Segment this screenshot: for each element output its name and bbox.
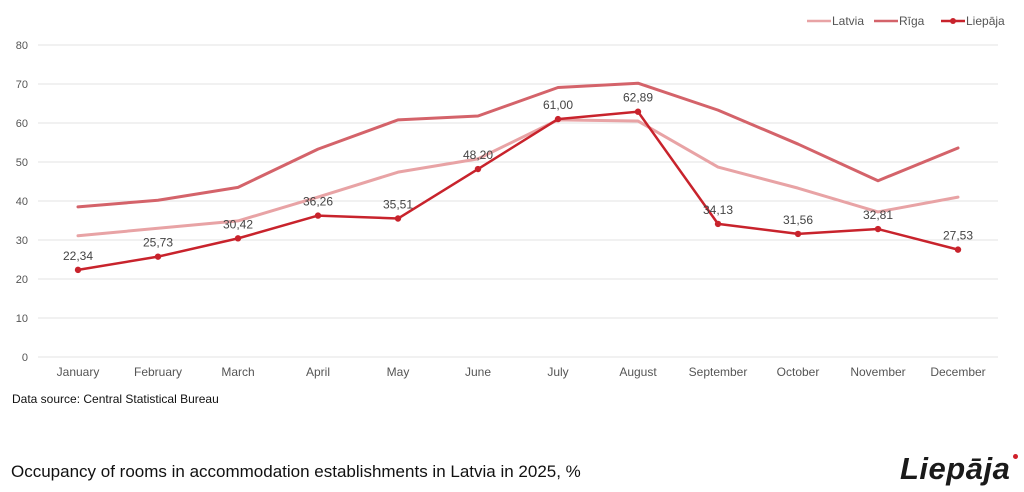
data-point (154, 253, 162, 260)
data-point (634, 108, 642, 115)
y-tick-label: 20 (16, 274, 28, 286)
y-tick-label: 0 (22, 352, 28, 364)
y-tick-label: 80 (16, 40, 28, 52)
data-point (474, 165, 482, 173)
data-point (874, 225, 882, 233)
y-tick-label: 30 (16, 235, 28, 247)
data-label: 31,56 (783, 213, 813, 227)
data-point (394, 215, 402, 222)
data-label: 61,00 (543, 98, 573, 112)
x-tick-label: September (689, 365, 748, 379)
series-line-liepāja (76, 110, 960, 272)
y-tick-label: 50 (16, 157, 28, 169)
logo-dot-icon (1013, 454, 1018, 459)
y-tick-label: 60 (16, 118, 28, 130)
x-tick-label: January (57, 365, 100, 379)
data-point (234, 235, 242, 242)
y-tick-label: 40 (16, 196, 28, 208)
data-point (714, 220, 722, 228)
x-tick-label: March (221, 365, 254, 379)
data-point (954, 246, 962, 253)
x-tick-label: December (930, 365, 985, 379)
legend-label: Latvia (832, 14, 864, 28)
x-tick-label: May (387, 365, 410, 379)
data-label: 25,73 (143, 236, 173, 250)
series-lines (74, 81, 962, 274)
data-labels: 22,34 25,73 30,42 36,26 35,51 48,20 61,00 62,89… (63, 91, 973, 263)
x-tick-label: April (306, 365, 330, 379)
data-point (74, 266, 82, 274)
data-label: 32,81 (863, 208, 893, 222)
x-tick-label: July (547, 365, 568, 379)
x-tick-label: February (134, 365, 182, 379)
y-tick-label: 70 (16, 79, 28, 91)
line-chart: 0 10 20 30 40 50 60 70 80 January February March Ap… (16, 14, 1005, 379)
x-tick-label: June (465, 365, 491, 379)
data-label: 22,34 (63, 249, 93, 263)
x-tick-label: November (850, 365, 905, 379)
legend-marker (950, 18, 956, 24)
chart-title: Occupancy of rooms in accommodation esta… (11, 462, 581, 481)
legend-label: Rīga (899, 14, 925, 28)
x-tick-label: October (777, 365, 820, 379)
legend-item-rīga: Rīga (874, 14, 925, 28)
data-point (314, 212, 322, 219)
data-label: 48,20 (463, 148, 493, 162)
data-label: 34,13 (703, 203, 733, 217)
series-line-latvia (76, 118, 960, 238)
legend-item-latvia: Latvia (807, 14, 864, 28)
gridlines (38, 44, 998, 358)
legend-label: Liepāja (966, 14, 1005, 28)
y-axis-ticks: 0 10 20 30 40 50 60 70 80 (16, 40, 28, 364)
x-axis-ticks: January February March April May June July Augu… (57, 365, 986, 379)
data-label: 36,26 (303, 195, 333, 209)
series-line-rīga (76, 81, 960, 209)
legend-item-liepāja: Liepāja (941, 14, 1005, 28)
data-point (794, 230, 802, 238)
data-label: 62,89 (623, 91, 653, 105)
x-tick-label: August (619, 365, 657, 379)
data-label: 35,51 (383, 198, 413, 212)
data-point (554, 115, 562, 123)
data-label: 30,42 (223, 217, 253, 231)
liepaja-logo: Liepāja (900, 451, 1011, 486)
data-label: 27,53 (943, 229, 973, 243)
legend: Latvia Rīga Liepāja (807, 14, 1005, 28)
data-source-note: Data source: Central Statistical Bureau (12, 392, 219, 406)
y-tick-label: 10 (16, 313, 28, 325)
